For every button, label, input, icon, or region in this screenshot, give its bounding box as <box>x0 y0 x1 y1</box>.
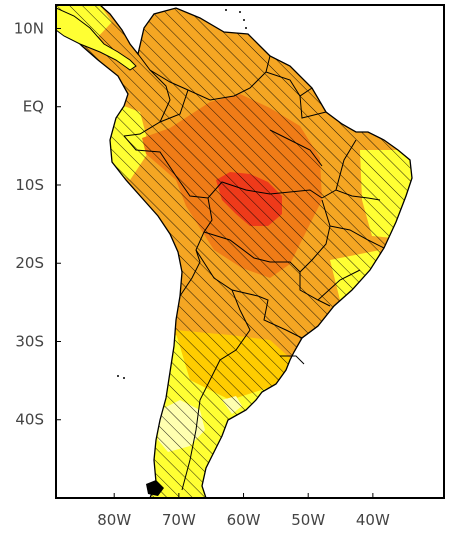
lon-label-1: 70W <box>162 511 196 529</box>
islands <box>117 9 247 379</box>
country-borders <box>123 53 385 491</box>
lat-label-3: 20S <box>15 254 44 272</box>
significance-hatch <box>56 5 412 498</box>
lon-label-0: 80W <box>97 511 131 529</box>
latitude-labels: 10N EQ 10S 20S 30S 40S <box>14 19 44 428</box>
central-america <box>56 7 137 71</box>
lat-label-2: 10S <box>15 176 44 194</box>
plot-frame <box>55 4 445 499</box>
longitude-labels: 80W 70W 60W 50W 40W <box>97 511 390 529</box>
tick-marks <box>56 27 374 498</box>
lat-label-1: EQ <box>23 98 44 116</box>
lat-label-4: 30S <box>15 332 44 350</box>
lat-label-0: 10N <box>14 19 44 37</box>
southern-fragments <box>146 480 164 496</box>
lon-label-4: 40W <box>356 511 390 529</box>
lon-label-2: 60W <box>227 511 261 529</box>
lat-label-5: 40S <box>15 411 44 429</box>
lon-label-3: 50W <box>291 511 325 529</box>
coastline <box>56 5 413 498</box>
